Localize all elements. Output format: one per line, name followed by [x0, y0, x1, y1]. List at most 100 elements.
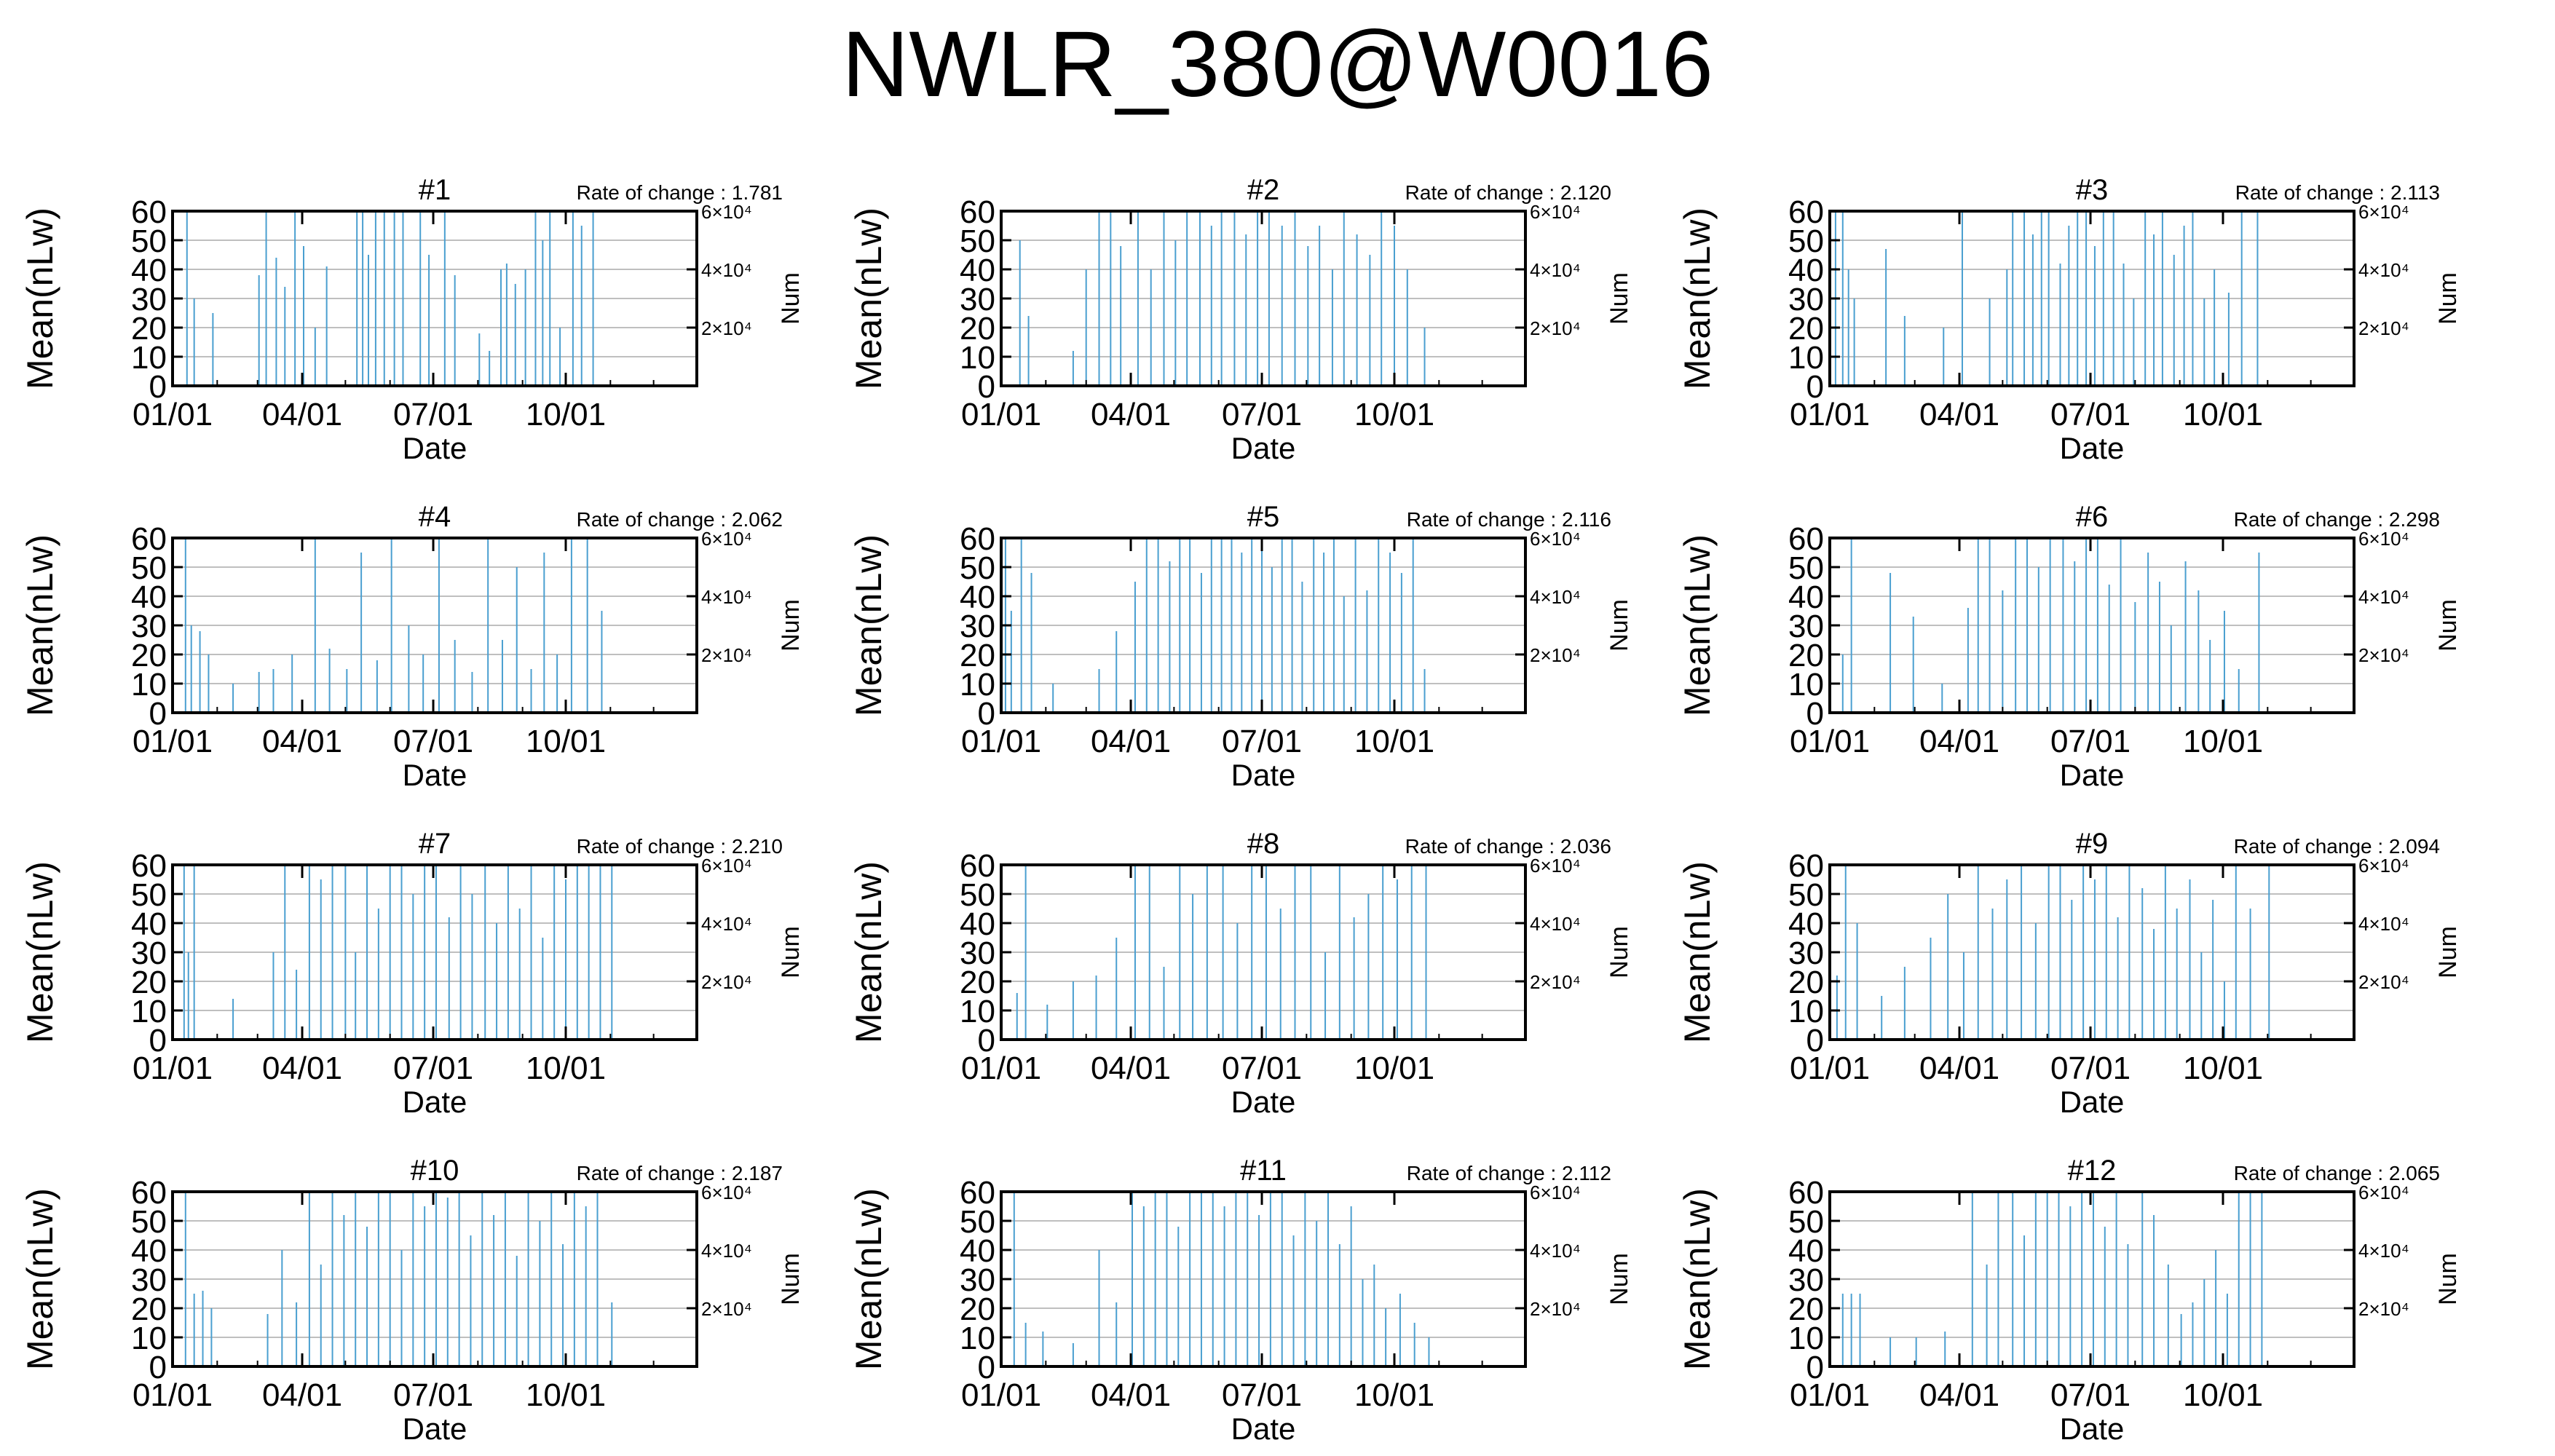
panel-title: #4 [419, 501, 451, 533]
y-tick-label: 40 [131, 579, 167, 615]
y-tick-label: 0 [149, 1350, 167, 1385]
y2-tick-label: 6×10⁴ [2358, 528, 2409, 550]
y2-tick-label: 4×10⁴ [2358, 913, 2409, 935]
rate-of-change-label: Rate of change : 2.120 [1405, 181, 1611, 204]
y2-axis-label: Num [2434, 272, 2462, 325]
panel-title: #2 [1247, 174, 1280, 206]
x-tick-label: 04/01 [1091, 397, 1171, 432]
y2-tick-label: 2×10⁴ [1530, 644, 1581, 666]
x-tick-label: 04/01 [262, 1377, 342, 1413]
y-tick-label: 30 [131, 935, 167, 971]
y-axis-label: Mean(nLw) [1677, 207, 1718, 389]
x-tick-label: 07/01 [2050, 724, 2131, 759]
y-tick-label: 0 [978, 1023, 995, 1059]
y-tick-label: 30 [1788, 609, 1824, 644]
x-tick-label: 10/01 [526, 397, 606, 432]
y-tick-label: 10 [960, 340, 995, 376]
y-tick-label: 60 [960, 521, 995, 557]
x-tick-label: 10/01 [2183, 397, 2263, 432]
rate-of-change-label: Rate of change : 2.112 [1407, 1162, 1611, 1184]
x-axis-label: Date [403, 431, 467, 465]
x-tick-label: 10/01 [2183, 1377, 2263, 1413]
x-tick-label: 10/01 [2183, 1051, 2263, 1086]
y-tick-label: 0 [149, 369, 167, 405]
panel-title: #11 [1240, 1155, 1287, 1187]
panel-title: #12 [2068, 1155, 2117, 1187]
y-tick-label: 30 [131, 282, 167, 317]
y2-tick-label: 4×10⁴ [1530, 586, 1581, 608]
y2-axis-label: Num [2434, 599, 2462, 652]
y-tick-label: 60 [1788, 521, 1824, 557]
y-tick-label: 20 [131, 311, 167, 347]
y2-tick-label: 4×10⁴ [1530, 259, 1581, 281]
y-axis-label: Mean(nLw) [848, 1188, 889, 1370]
y-tick-label: 60 [960, 848, 995, 884]
x-tick-label: 04/01 [1091, 1377, 1171, 1413]
y-tick-label: 40 [131, 1233, 167, 1269]
y-tick-label: 10 [960, 1321, 995, 1356]
y-tick-label: 10 [131, 667, 167, 703]
x-axis-label: Date [1231, 431, 1296, 465]
y-tick-label: 30 [131, 1262, 167, 1298]
y-tick-label: 50 [1788, 877, 1824, 913]
y-tick-label: 0 [1806, 369, 1824, 405]
y-tick-label: 0 [978, 369, 995, 405]
y-tick-label: 10 [1788, 667, 1824, 703]
x-axis-label: Date [2060, 1085, 2125, 1119]
y-tick-label: 20 [960, 638, 995, 673]
rate-of-change-label: Rate of change : 2.116 [1407, 508, 1611, 531]
x-axis-label: Date [1231, 758, 1296, 792]
y-tick-label: 30 [960, 1262, 995, 1298]
rate-of-change-label: Rate of change : 2.065 [2234, 1162, 2440, 1184]
y2-tick-label: 6×10⁴ [1530, 1182, 1581, 1203]
y-tick-label: 0 [978, 1350, 995, 1385]
rate-of-change-label: Rate of change : 1.781 [577, 181, 783, 204]
y-tick-label: 50 [1788, 223, 1824, 259]
y2-tick-label: 6×10⁴ [2358, 855, 2409, 877]
y-tick-label: 40 [1788, 579, 1824, 615]
x-tick-label: 04/01 [1919, 1377, 1999, 1413]
x-axis-label: Date [403, 758, 467, 792]
y-tick-label: 10 [1788, 1321, 1824, 1356]
y-tick-label: 50 [131, 550, 167, 586]
y-tick-label: 50 [1788, 1204, 1824, 1240]
x-axis-label: Date [403, 1412, 467, 1446]
y2-tick-label: 2×10⁴ [1530, 1298, 1581, 1320]
y-tick-label: 40 [960, 1233, 995, 1269]
y2-tick-label: 6×10⁴ [1530, 201, 1581, 223]
y-tick-label: 10 [960, 667, 995, 703]
x-tick-label: 01/01 [961, 1377, 1041, 1413]
x-tick-label: 07/01 [393, 1051, 473, 1086]
y2-axis-label: Num [777, 926, 805, 978]
y-tick-label: 30 [960, 935, 995, 971]
y-tick-label: 20 [960, 311, 995, 347]
y-tick-label: 20 [131, 965, 167, 1000]
x-axis-label: Date [1231, 1085, 1296, 1119]
y2-tick-label: 6×10⁴ [701, 855, 752, 877]
x-tick-label: 01/01 [1790, 397, 1870, 432]
y2-tick-label: 6×10⁴ [701, 1182, 752, 1203]
y-axis-label: Mean(nLw) [20, 534, 60, 716]
x-tick-label: 07/01 [2050, 1377, 2131, 1413]
y-tick-label: 0 [149, 696, 167, 732]
y-axis-label: Mean(nLw) [20, 207, 60, 389]
x-tick-label: 07/01 [1222, 1051, 1302, 1086]
y-tick-label: 0 [1806, 696, 1824, 732]
y-tick-label: 40 [1788, 1233, 1824, 1269]
y-tick-label: 40 [960, 253, 995, 288]
x-axis-label: Date [403, 1085, 467, 1119]
y2-tick-label: 4×10⁴ [2358, 259, 2409, 281]
y2-tick-label: 6×10⁴ [701, 528, 752, 550]
y-tick-label: 20 [1788, 638, 1824, 673]
y2-tick-label: 4×10⁴ [2358, 586, 2409, 608]
x-axis-label: Date [2060, 431, 2125, 465]
x-tick-label: 07/01 [2050, 397, 2131, 432]
y-tick-label: 30 [131, 609, 167, 644]
y2-axis-label: Num [2434, 1253, 2462, 1305]
panel-title: #8 [1247, 828, 1280, 860]
